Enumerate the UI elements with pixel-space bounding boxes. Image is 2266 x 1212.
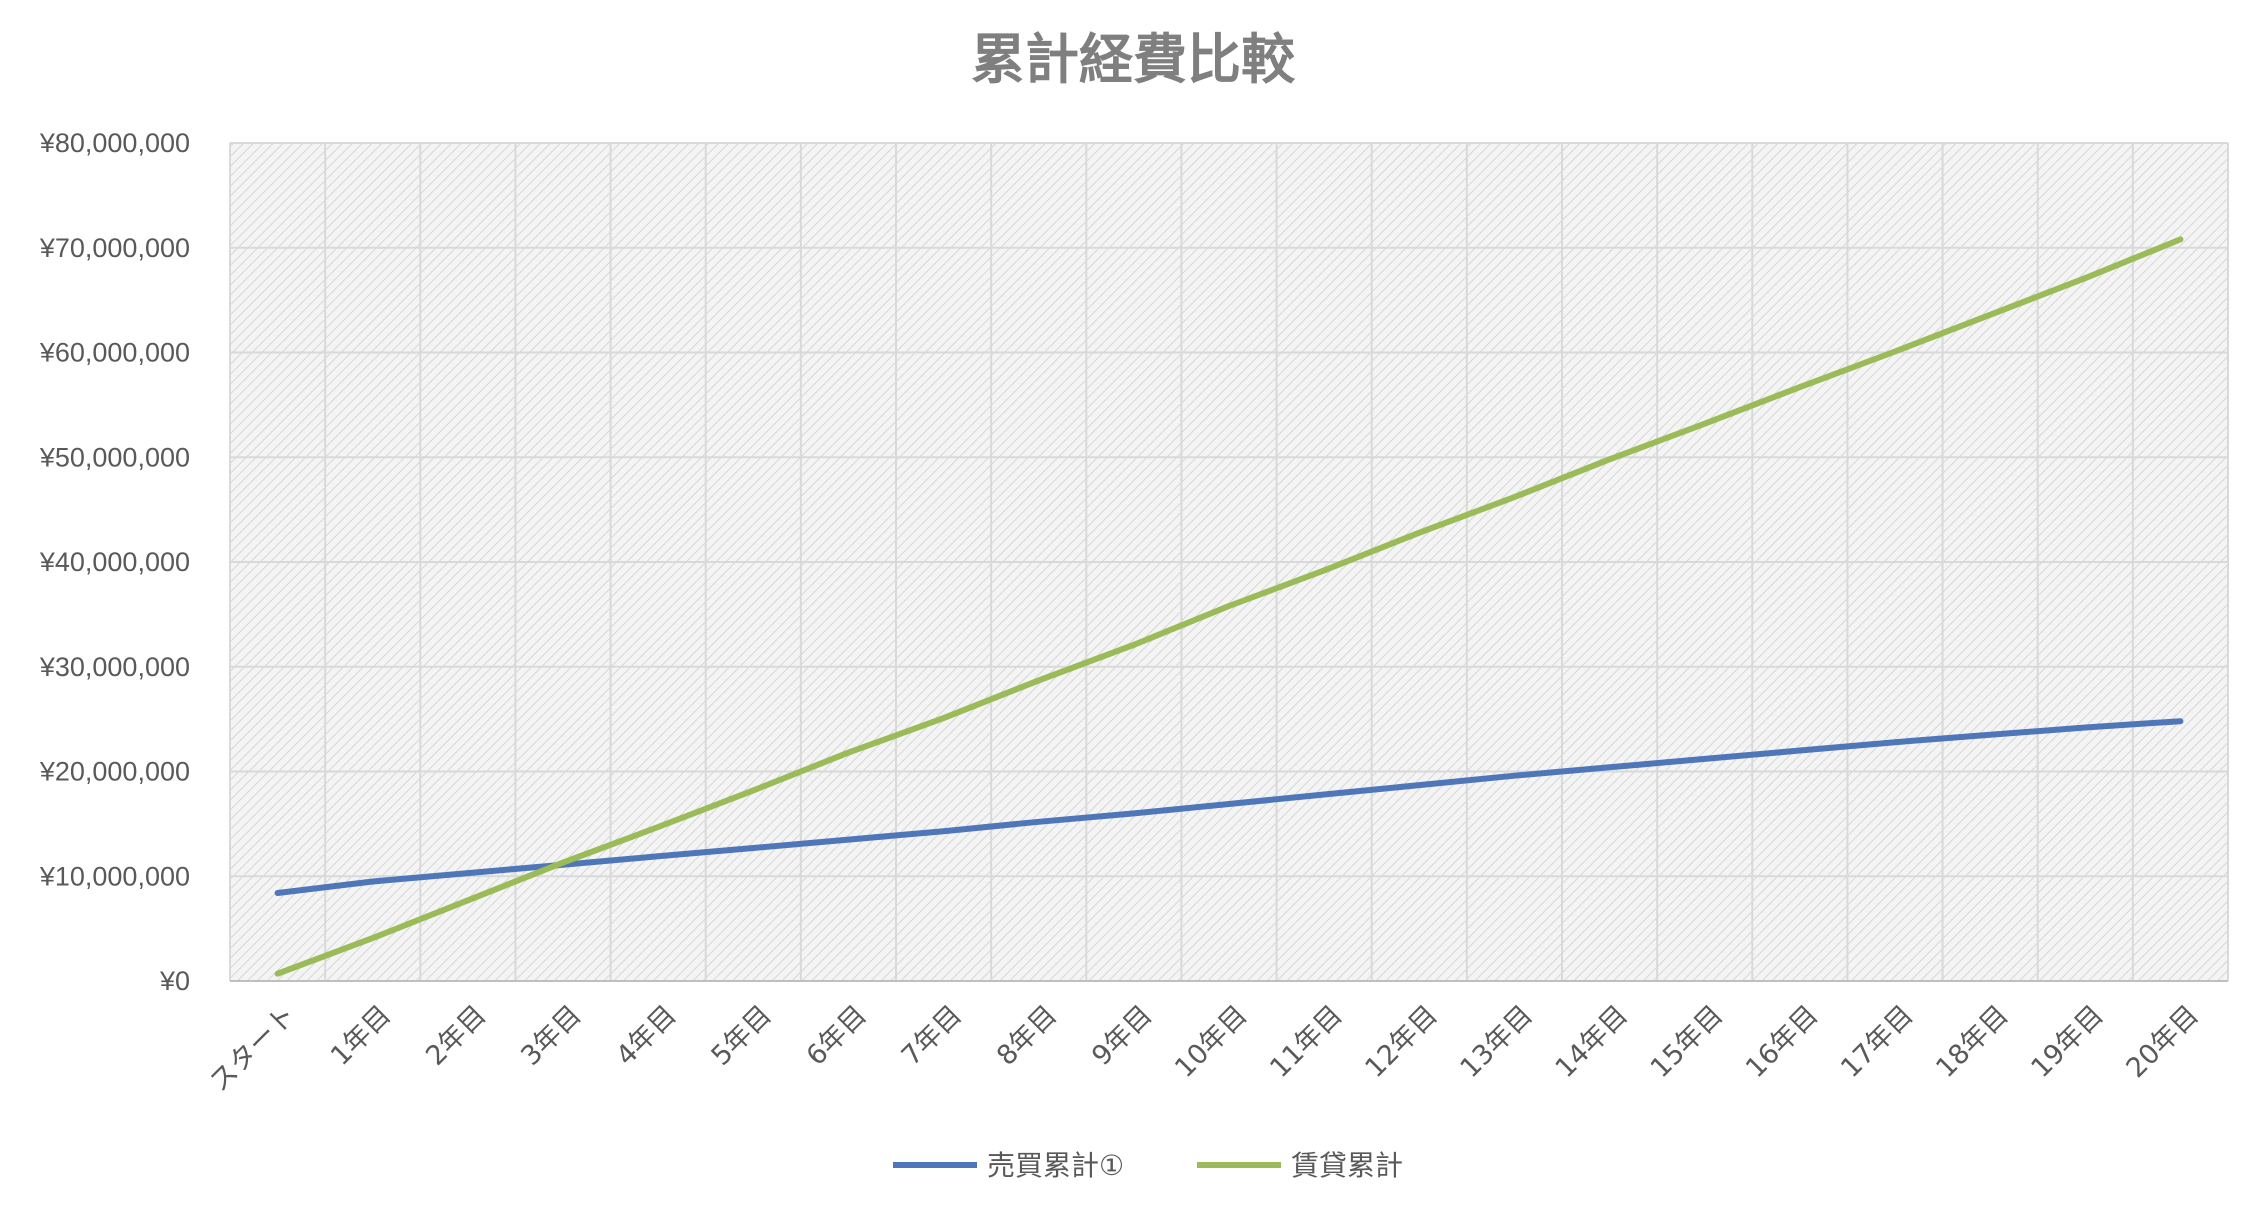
chart-title: 累計経費比較 (971, 28, 1296, 91)
y-tick-label: ¥40,000,000 (39, 547, 190, 577)
y-tick-label: ¥20,000,000 (39, 757, 190, 787)
x-tick-label: スタート (204, 1000, 302, 1098)
x-tick-label: 1年目 (325, 1000, 397, 1072)
x-tick-label: 18年目 (1930, 1000, 2014, 1084)
legend: 売買累計① 賃貸累計 (893, 1149, 1403, 1182)
y-tick-label: ¥60,000,000 (39, 338, 190, 368)
y-tick-label: ¥30,000,000 (39, 652, 190, 682)
x-tick-label: 12年目 (1359, 1000, 1443, 1084)
y-tick-label: ¥0 (159, 966, 190, 996)
series-line-1 (274, 236, 2184, 977)
series-lines (274, 236, 2184, 977)
x-tick-label: 7年目 (896, 1000, 968, 1072)
gridlines (229, 142, 2229, 982)
x-axis: スタート 1年目 2年目 3年目 4年目 5年目 6年目 7年目 8年目 9年目 10年目 11年目 1… (204, 980, 2228, 1098)
y-tick-label: ¥80,000,000 (39, 128, 190, 158)
x-tick-label: 16年目 (1740, 1000, 1824, 1084)
x-tick-label: 9年目 (1086, 1000, 1158, 1072)
x-tick-label: 11年目 (1264, 1000, 1348, 1084)
x-tick-label: 6年目 (801, 1000, 873, 1072)
series-line-0 (274, 718, 2184, 896)
y-axis: ¥0 ¥10,000,000 ¥20,000,000 ¥30,000,000 ¥40,0… (39, 128, 190, 996)
x-tick-label: 10年目 (1169, 1000, 1253, 1084)
y-tick-label: ¥70,000,000 (39, 233, 190, 263)
x-tick-label: 8年目 (991, 1000, 1063, 1072)
legend-label: 賃貸累計 (1291, 1149, 1403, 1182)
x-tick-label: 4年目 (610, 1000, 682, 1072)
x-tick-label: 19年目 (2025, 1000, 2109, 1084)
x-tick-label: 2年目 (420, 1000, 492, 1072)
x-tick-label: 20年目 (2121, 1000, 2205, 1084)
x-tick-label: 5年目 (706, 1000, 778, 1072)
y-tick-label: ¥10,000,000 (39, 861, 190, 891)
x-tick-label: 15年目 (1645, 1000, 1729, 1084)
x-tick-label: 17年目 (1835, 1000, 1919, 1084)
legend-label: 売買累計① (987, 1149, 1124, 1182)
x-tick-label: 3年目 (515, 1000, 587, 1072)
x-tick-label: 13年目 (1455, 1000, 1539, 1084)
y-tick-label: ¥50,000,000 (39, 442, 190, 472)
x-tick-label: 14年目 (1550, 1000, 1634, 1084)
